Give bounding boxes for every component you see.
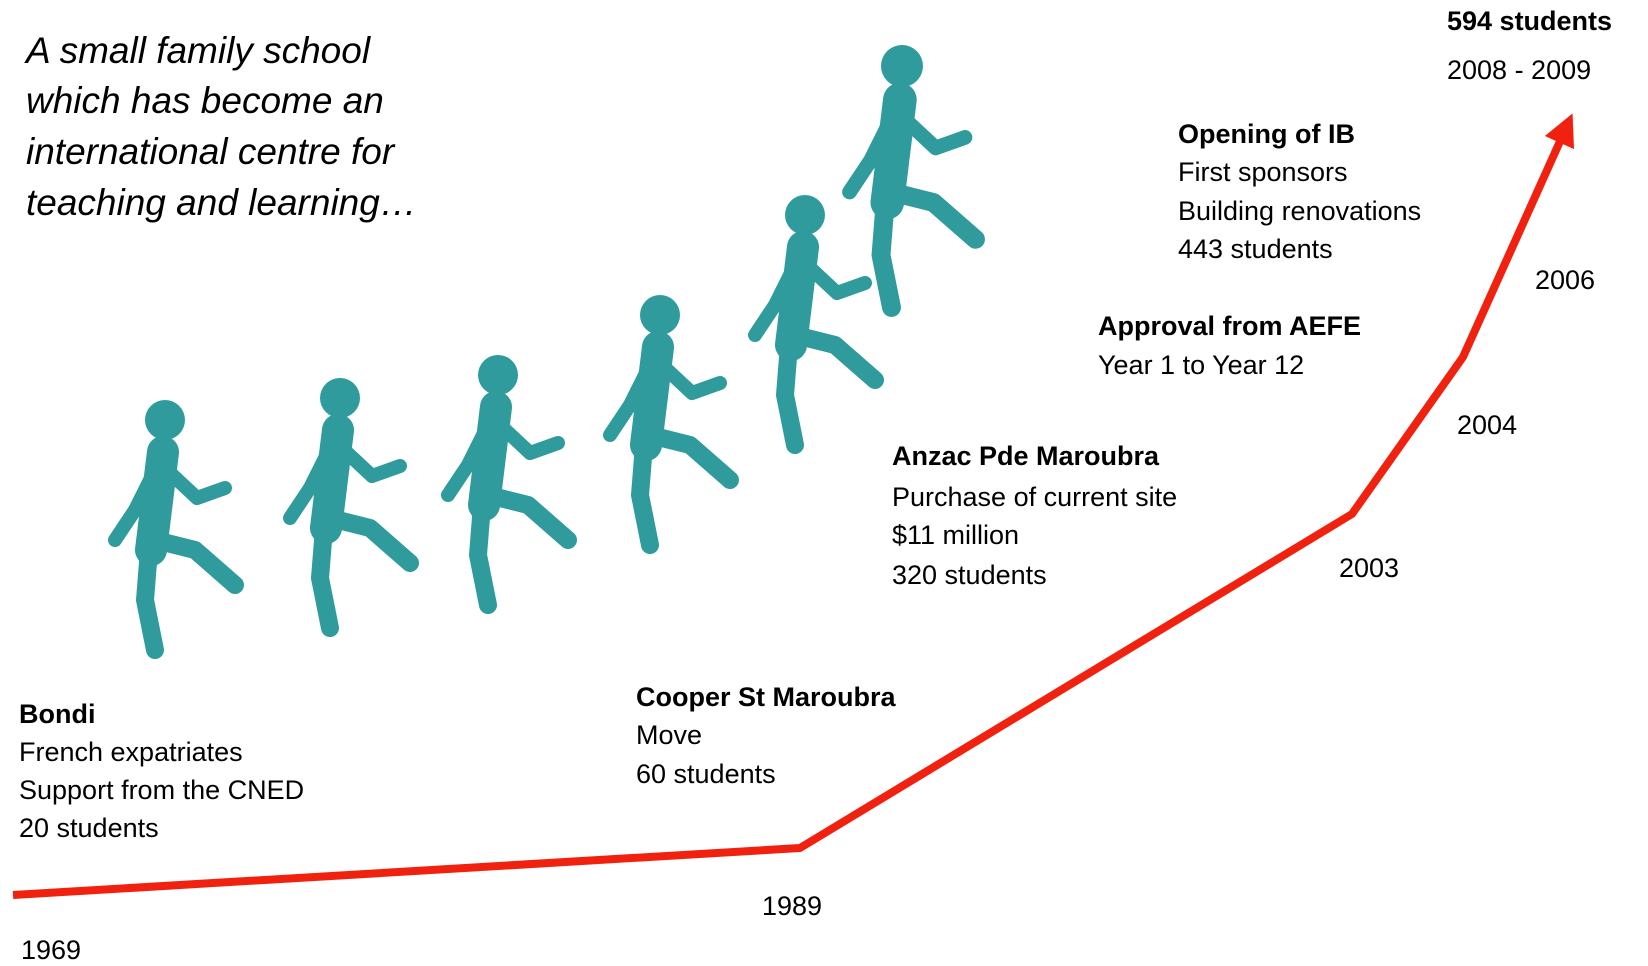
milestone-detail: Purchase of current site	[892, 482, 1177, 512]
year-label: 2003	[1339, 553, 1399, 583]
figure	[610, 295, 730, 545]
milestone-detail: First sponsors	[1178, 157, 1348, 187]
milestone-detail: Move	[636, 720, 702, 750]
milestone-detail: Building renovations	[1178, 196, 1421, 226]
milestone-title: Bondi	[19, 699, 95, 729]
intro-line: teaching and learning…	[26, 182, 417, 223]
figure	[850, 45, 976, 308]
milestone-title: 594 students	[1447, 6, 1612, 36]
year-label: 2004	[1457, 410, 1517, 440]
milestone-detail: 320 students	[892, 560, 1047, 590]
milestone-detail: 443 students	[1178, 234, 1333, 264]
milestone-title: Approval from AEFE	[1098, 311, 1361, 341]
figure	[448, 355, 568, 605]
intro-line: which has become an	[26, 80, 384, 121]
milestone-detail: 60 students	[636, 759, 776, 789]
year-label: 1969	[21, 935, 81, 965]
intro-line: international centre for	[26, 131, 396, 172]
milestone-title: Opening of IB	[1178, 119, 1355, 149]
milestone-detail: 20 students	[19, 813, 159, 843]
milestone-title: Anzac Pde Maroubra	[892, 441, 1160, 471]
milestone-detail: 2008 - 2009	[1447, 55, 1591, 85]
milestone-detail: Support from the CNED	[19, 775, 304, 805]
milestone-detail: $11 million	[892, 520, 1019, 550]
milestone-title: Cooper St Maroubra	[636, 682, 897, 712]
year-label: 2006	[1535, 265, 1595, 295]
figure	[115, 400, 235, 650]
milestone-detail: Year 1 to Year 12	[1098, 350, 1304, 380]
figure	[755, 195, 875, 445]
milestone-detail: French expatriates	[19, 737, 243, 767]
figure	[290, 378, 410, 628]
intro-line: A small family school	[24, 30, 372, 71]
timeline-slide: A small family school which has become an…	[0, 0, 1648, 966]
year-label: 1989	[762, 891, 822, 921]
